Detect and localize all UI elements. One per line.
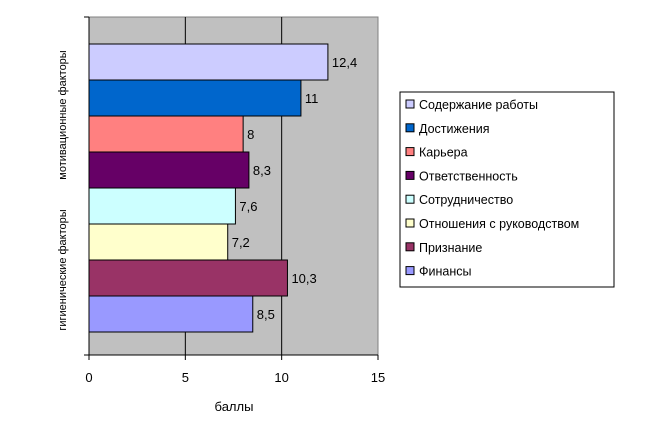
legend-label: Признание (419, 241, 482, 255)
legend-swatch (405, 147, 415, 157)
bar (88, 259, 288, 297)
legend-swatch (405, 218, 415, 228)
legend-swatch (405, 123, 415, 133)
legend: Содержание работы Достижения Карьера Ответс… (399, 91, 615, 288)
bar (88, 79, 302, 117)
data-label: 12,4 (332, 55, 357, 70)
x-tick-label: 10 (274, 370, 288, 385)
legend-swatch (405, 170, 415, 180)
data-label: 7,6 (239, 199, 257, 214)
bar (88, 295, 254, 333)
bar (88, 187, 236, 225)
bar (88, 151, 250, 189)
bar (88, 223, 229, 261)
legend-swatch (405, 242, 415, 252)
data-label: 8,3 (253, 163, 271, 178)
legend-label: Отношения с руководством (419, 217, 579, 231)
data-label: 10,3 (291, 271, 316, 286)
x-tick-label: 0 (85, 370, 92, 385)
legend-swatch (405, 99, 415, 109)
legend-label: Сотрудничество (419, 193, 513, 207)
y-group-label-motivation: мотивационные факторы (57, 50, 69, 180)
data-label: 11 (305, 91, 319, 106)
legend-swatch (405, 266, 415, 276)
legend-swatch (405, 194, 415, 204)
data-label: 8,5 (257, 307, 275, 322)
data-label: 7,2 (232, 235, 250, 250)
x-axis-label: баллы (215, 399, 254, 414)
legend-label: Финансы (419, 265, 471, 279)
x-tick-label: 5 (182, 370, 189, 385)
bar (88, 115, 244, 153)
legend-label: Карьера (419, 146, 468, 160)
bar (88, 43, 329, 81)
legend-label: Содержание работы (419, 98, 538, 112)
x-tick-label: 15 (371, 370, 385, 385)
y-group-label-hygiene: гигиенические факторы (57, 209, 69, 330)
legend-label: Достижения (419, 122, 489, 136)
data-label: 8 (247, 127, 254, 142)
legend-label: Ответственность (419, 169, 518, 183)
